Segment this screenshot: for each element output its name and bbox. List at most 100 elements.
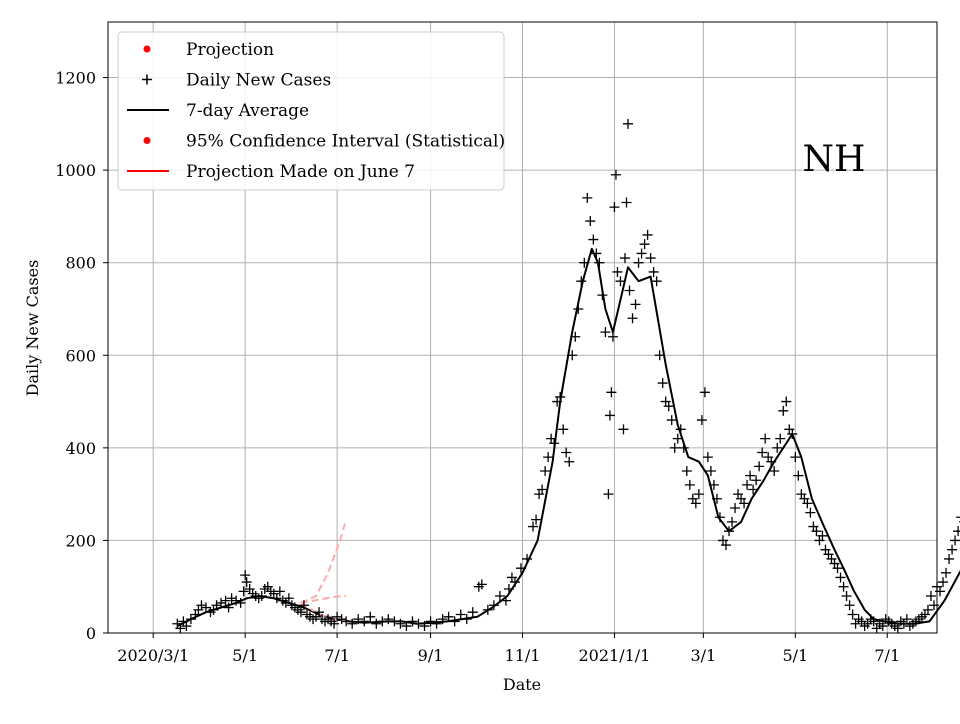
daily-case-point	[298, 600, 309, 611]
daily-case-point	[835, 572, 846, 583]
daily-case-point	[609, 202, 620, 213]
daily-case-point	[892, 623, 903, 634]
x-tick-label: 11/1	[505, 646, 541, 665]
x-tick-label: 7/1	[324, 646, 350, 665]
daily-case-point	[714, 512, 725, 523]
state-annotation: NH	[803, 139, 866, 180]
daily-case-point	[500, 595, 511, 606]
daily-case-point	[844, 600, 855, 611]
daily-case-point	[684, 479, 695, 490]
daily-case-point	[615, 276, 626, 287]
daily-case-point	[847, 609, 858, 620]
legend-label: Daily New Cases	[186, 71, 331, 91]
daily-case-point	[336, 614, 347, 625]
daily-case-point	[585, 216, 596, 227]
daily-case-point	[238, 586, 249, 597]
daily-case-point	[597, 290, 608, 301]
daily-case-point	[274, 586, 285, 597]
daily-case-point	[775, 433, 786, 444]
y-tick-label: 800	[65, 254, 96, 273]
daily-case-point	[226, 593, 237, 604]
daily-case-point	[295, 607, 306, 618]
series-line-3	[300, 519, 348, 604]
daily-case-point	[419, 621, 430, 632]
daily-case-point	[636, 248, 647, 259]
legend-label: Projection	[186, 40, 274, 60]
daily-case-point	[754, 461, 765, 472]
daily-case-point	[431, 618, 442, 629]
daily-case-point	[377, 616, 388, 627]
daily-case-point	[941, 567, 952, 578]
daily-case-point	[449, 616, 460, 627]
x-axis-label: Date	[503, 675, 541, 694]
daily-case-point	[555, 391, 566, 402]
daily-case-point	[739, 498, 750, 509]
daily-case-point	[772, 442, 783, 453]
daily-case-point	[231, 595, 242, 606]
daily-case-point	[690, 498, 701, 509]
daily-case-point	[657, 378, 668, 389]
daily-case-point	[953, 526, 960, 537]
daily-case-point	[603, 489, 614, 500]
daily-case-point	[693, 489, 704, 500]
daily-case-point	[531, 514, 542, 525]
legend-label: 7-day Average	[186, 101, 309, 121]
series-line-4	[300, 595, 347, 604]
daily-case-point	[543, 452, 554, 463]
daily-case-point	[570, 331, 581, 342]
daily-case-point	[877, 621, 888, 632]
daily-case-point	[630, 299, 641, 310]
daily-case-point	[329, 618, 340, 629]
daily-case-point	[271, 593, 282, 604]
daily-case-point	[283, 593, 294, 604]
daily-case-point	[675, 424, 686, 435]
daily-case-point	[549, 438, 560, 449]
daily-case-point	[805, 507, 816, 518]
legend-label: Projection Made on June 7	[186, 162, 415, 182]
daily-case-point	[944, 553, 955, 564]
daily-case-point	[537, 484, 548, 495]
daily-case-point	[832, 563, 843, 574]
daily-case-point	[751, 475, 762, 486]
legend-marker-plus	[142, 74, 152, 85]
x-tick-label: 2020/3/1	[117, 646, 189, 665]
daily-case-point	[639, 239, 650, 250]
legend: Projection Daily New Cases 7-day Average 95…	[117, 31, 505, 191]
daily-case-point	[938, 577, 949, 588]
daily-case-point	[618, 424, 629, 435]
daily-case-point	[341, 616, 352, 627]
daily-case-point	[787, 428, 798, 439]
daily-case-point	[720, 540, 731, 551]
daily-case-point	[314, 607, 325, 618]
daily-case-point	[573, 303, 584, 314]
daily-case-point	[220, 595, 231, 606]
daily-case-point	[642, 229, 653, 240]
x-tick-label: 5/1	[232, 646, 258, 665]
daily-case-point	[482, 604, 493, 615]
daily-case-point	[925, 590, 936, 601]
y-tick-label: 1200	[55, 69, 96, 88]
daily-case-point	[576, 276, 587, 287]
x-tick-label: 5/1	[782, 646, 808, 665]
daily-case-point	[612, 266, 623, 277]
daily-case-point	[645, 253, 656, 264]
daily-case-point	[956, 516, 960, 518]
daily-case-point	[841, 590, 852, 601]
y-tick-label: 400	[65, 439, 96, 458]
daily-case-point	[708, 479, 719, 490]
daily-case-point	[407, 616, 418, 627]
legend-marker-dot	[143, 137, 151, 144]
daily-case-point	[627, 313, 638, 324]
x-tick-label: 3/1	[690, 646, 716, 665]
daily-case-point	[389, 616, 400, 627]
daily-case-point	[558, 424, 569, 435]
daily-case-point	[607, 331, 618, 342]
daily-case-point	[467, 607, 478, 618]
daily-case-point	[395, 618, 406, 629]
daily-case-point	[443, 611, 454, 622]
daily-case-point	[633, 257, 644, 268]
daily-case-point	[241, 577, 252, 588]
daily-case-point	[730, 503, 741, 514]
daily-case-point	[678, 442, 689, 453]
